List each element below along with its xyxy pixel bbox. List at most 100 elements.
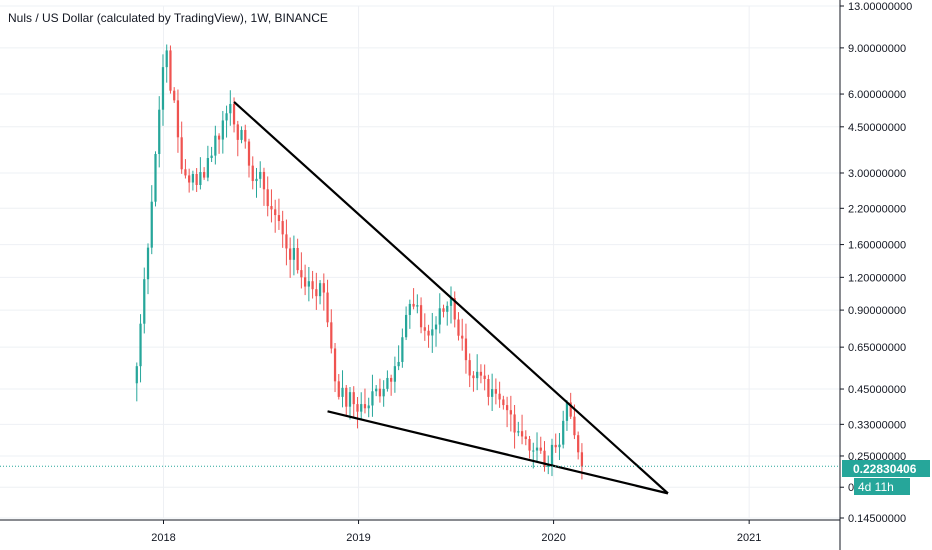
candle-down — [427, 330, 430, 336]
candle-down — [483, 375, 486, 380]
y-tick-label: 0.14500000 — [848, 513, 906, 525]
candle-down — [520, 431, 524, 437]
candle-down — [487, 379, 490, 397]
candle-down — [464, 338, 468, 361]
upper-trendline[interactable] — [233, 101, 669, 495]
candle-up — [446, 305, 449, 312]
candle-up — [375, 388, 378, 392]
y-tick-label: 0.25000000 — [848, 451, 906, 463]
candle-up — [386, 377, 389, 389]
candle-down — [303, 277, 307, 287]
candle-up — [191, 174, 195, 183]
candle-up — [143, 279, 146, 324]
candle-down — [453, 298, 456, 320]
candle-down — [300, 270, 303, 278]
candle-down — [543, 450, 546, 467]
candle-down — [270, 206, 273, 210]
candle-down — [419, 305, 423, 328]
candle-up — [154, 153, 157, 202]
candle-down — [573, 416, 576, 436]
candle-down — [509, 410, 512, 415]
candle-down — [195, 174, 198, 185]
candle-down — [505, 405, 509, 411]
candle-up — [401, 337, 404, 362]
candle-down — [281, 221, 284, 235]
candle-down — [188, 175, 191, 183]
y-tick-label: 0.33000000 — [848, 419, 906, 431]
candle-down — [217, 135, 221, 140]
candle-up — [491, 389, 494, 397]
candle-down — [274, 209, 277, 216]
candle-up — [161, 67, 165, 110]
candle-down — [479, 371, 483, 376]
candle-down — [311, 281, 314, 290]
chart-title: Nuls / US Dollar (calculated by TradingV… — [8, 11, 328, 25]
y-tick-label: 1.60000000 — [848, 240, 906, 252]
candle-up — [206, 158, 209, 178]
y-tick-label: 13.00000000 — [848, 1, 912, 13]
candle-down — [502, 399, 505, 406]
lower-trendline[interactable] — [327, 410, 669, 495]
current-price-label: 0.22830406 — [853, 462, 917, 476]
countdown-box — [854, 478, 910, 495]
candle-down — [345, 387, 348, 407]
candle-down — [296, 247, 299, 271]
candle-up — [449, 298, 453, 306]
candle-down — [330, 322, 333, 349]
candle-up — [416, 305, 419, 307]
candle-down — [524, 436, 527, 440]
candle-down — [423, 327, 426, 331]
candle-up — [146, 247, 150, 280]
price-axis[interactable]: 13.00000000 9.00000000 6.00000000 4.5000000… — [840, 1, 912, 525]
candle-down — [461, 335, 464, 339]
candle-up — [517, 431, 520, 433]
candle-down — [337, 381, 340, 397]
candle-down — [277, 215, 281, 222]
x-tick-label: 2019 — [346, 532, 370, 544]
candle-up — [397, 361, 400, 367]
candle-up — [438, 308, 441, 325]
candle-down — [378, 388, 382, 397]
candle-down — [333, 348, 337, 382]
candle-up — [139, 323, 142, 367]
x-tick-label: 2021 — [737, 532, 761, 544]
y-tick-label: 0.65000000 — [848, 342, 906, 354]
x-tick-label: 2018 — [151, 532, 175, 544]
y-tick-label: 4.50000000 — [848, 122, 906, 134]
y-tick-label: 1.20000000 — [848, 272, 906, 284]
candle-down — [236, 124, 239, 140]
candle-up — [367, 405, 370, 409]
candle-up — [307, 281, 310, 287]
candle-down — [176, 100, 180, 138]
y-tick-label: 9.00000000 — [848, 43, 906, 55]
candle-up — [229, 103, 232, 114]
candle-down — [494, 389, 497, 394]
y-tick-label: 0.45000000 — [848, 384, 906, 396]
candle-up — [562, 420, 565, 445]
trendline-drawings[interactable] — [233, 101, 669, 495]
candle-down — [266, 189, 269, 207]
candle-up — [382, 388, 385, 397]
candle-up — [210, 155, 213, 159]
time-axis[interactable]: 2018 2019 2020 2021 — [151, 520, 761, 544]
y-tick-label: 0.90000000 — [848, 305, 906, 317]
candle-down — [322, 283, 325, 293]
candle-down — [262, 171, 266, 190]
candle-down — [180, 137, 183, 170]
y-tick-label: 2.20000000 — [848, 203, 906, 215]
candle-up — [532, 450, 535, 452]
candle-up — [292, 247, 296, 260]
candle-down — [569, 402, 572, 417]
candle-down — [472, 375, 475, 379]
candle-down — [203, 172, 206, 178]
candle-up — [150, 201, 153, 248]
candle-up — [550, 444, 554, 466]
current-price-box — [842, 460, 930, 477]
candle-down — [363, 404, 367, 409]
candle-down — [554, 444, 557, 448]
candle-up — [434, 324, 438, 330]
candle-up — [535, 447, 539, 451]
candle-up — [360, 404, 363, 412]
